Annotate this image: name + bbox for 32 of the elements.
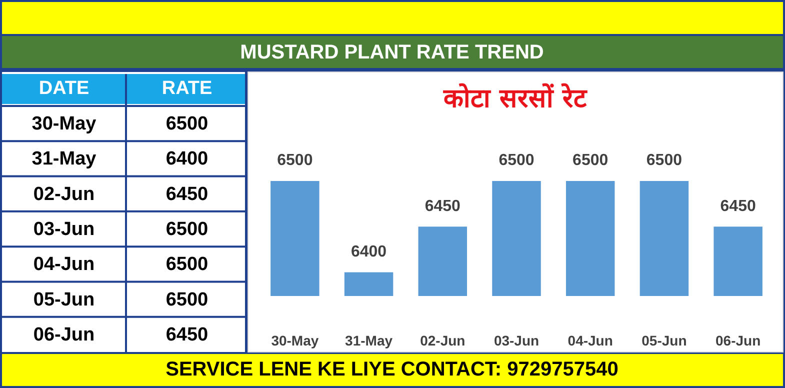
data-label: 6500 [166, 114, 208, 135]
data-label: 6500 [572, 152, 608, 170]
data-label: 6500 [277, 152, 313, 170]
x-tick-label: 05-Jun [642, 332, 687, 349]
data-label: 6500 [498, 152, 534, 170]
category-label: 02-Jun [33, 184, 95, 205]
data-label: 6450 [424, 198, 461, 215]
data-label: 6400 [350, 243, 387, 261]
data-label: 6500 [166, 254, 208, 276]
chart-title: कोटा सरसों रेट [442, 83, 588, 114]
text: RATE [162, 78, 212, 100]
data-label: 6450 [166, 184, 208, 205]
category-label: 04-Jun [33, 254, 95, 276]
x-tick-label: 04-Jun [568, 332, 613, 349]
data-label: 6500 [166, 219, 208, 240]
data-label: 6400 [166, 148, 208, 170]
x-tick-label: 03-Jun [494, 332, 540, 349]
data-label: 6500 [646, 152, 682, 170]
data-label: 6450 [166, 324, 208, 346]
text: MUSTARD PLANT RATE TREND [240, 41, 544, 64]
text: SERVICE LENE KE LIYE CONTACT: 9729757540 [166, 358, 618, 380]
category-label: 31-May [32, 148, 97, 170]
x-tick-label: 31-May [345, 332, 393, 349]
x-tick-label: 02-Jun [420, 332, 466, 349]
x-tick-label: 30-May [271, 332, 319, 349]
category-label: 05-Jun [33, 289, 95, 310]
text: DATE [38, 78, 90, 100]
data-label: 6500 [166, 289, 208, 310]
category-label: 03-Jun [33, 219, 95, 240]
x-tick-label: 06-Jun [716, 332, 761, 349]
data-label: 6450 [720, 198, 756, 215]
category-label: 30-May [32, 114, 97, 135]
